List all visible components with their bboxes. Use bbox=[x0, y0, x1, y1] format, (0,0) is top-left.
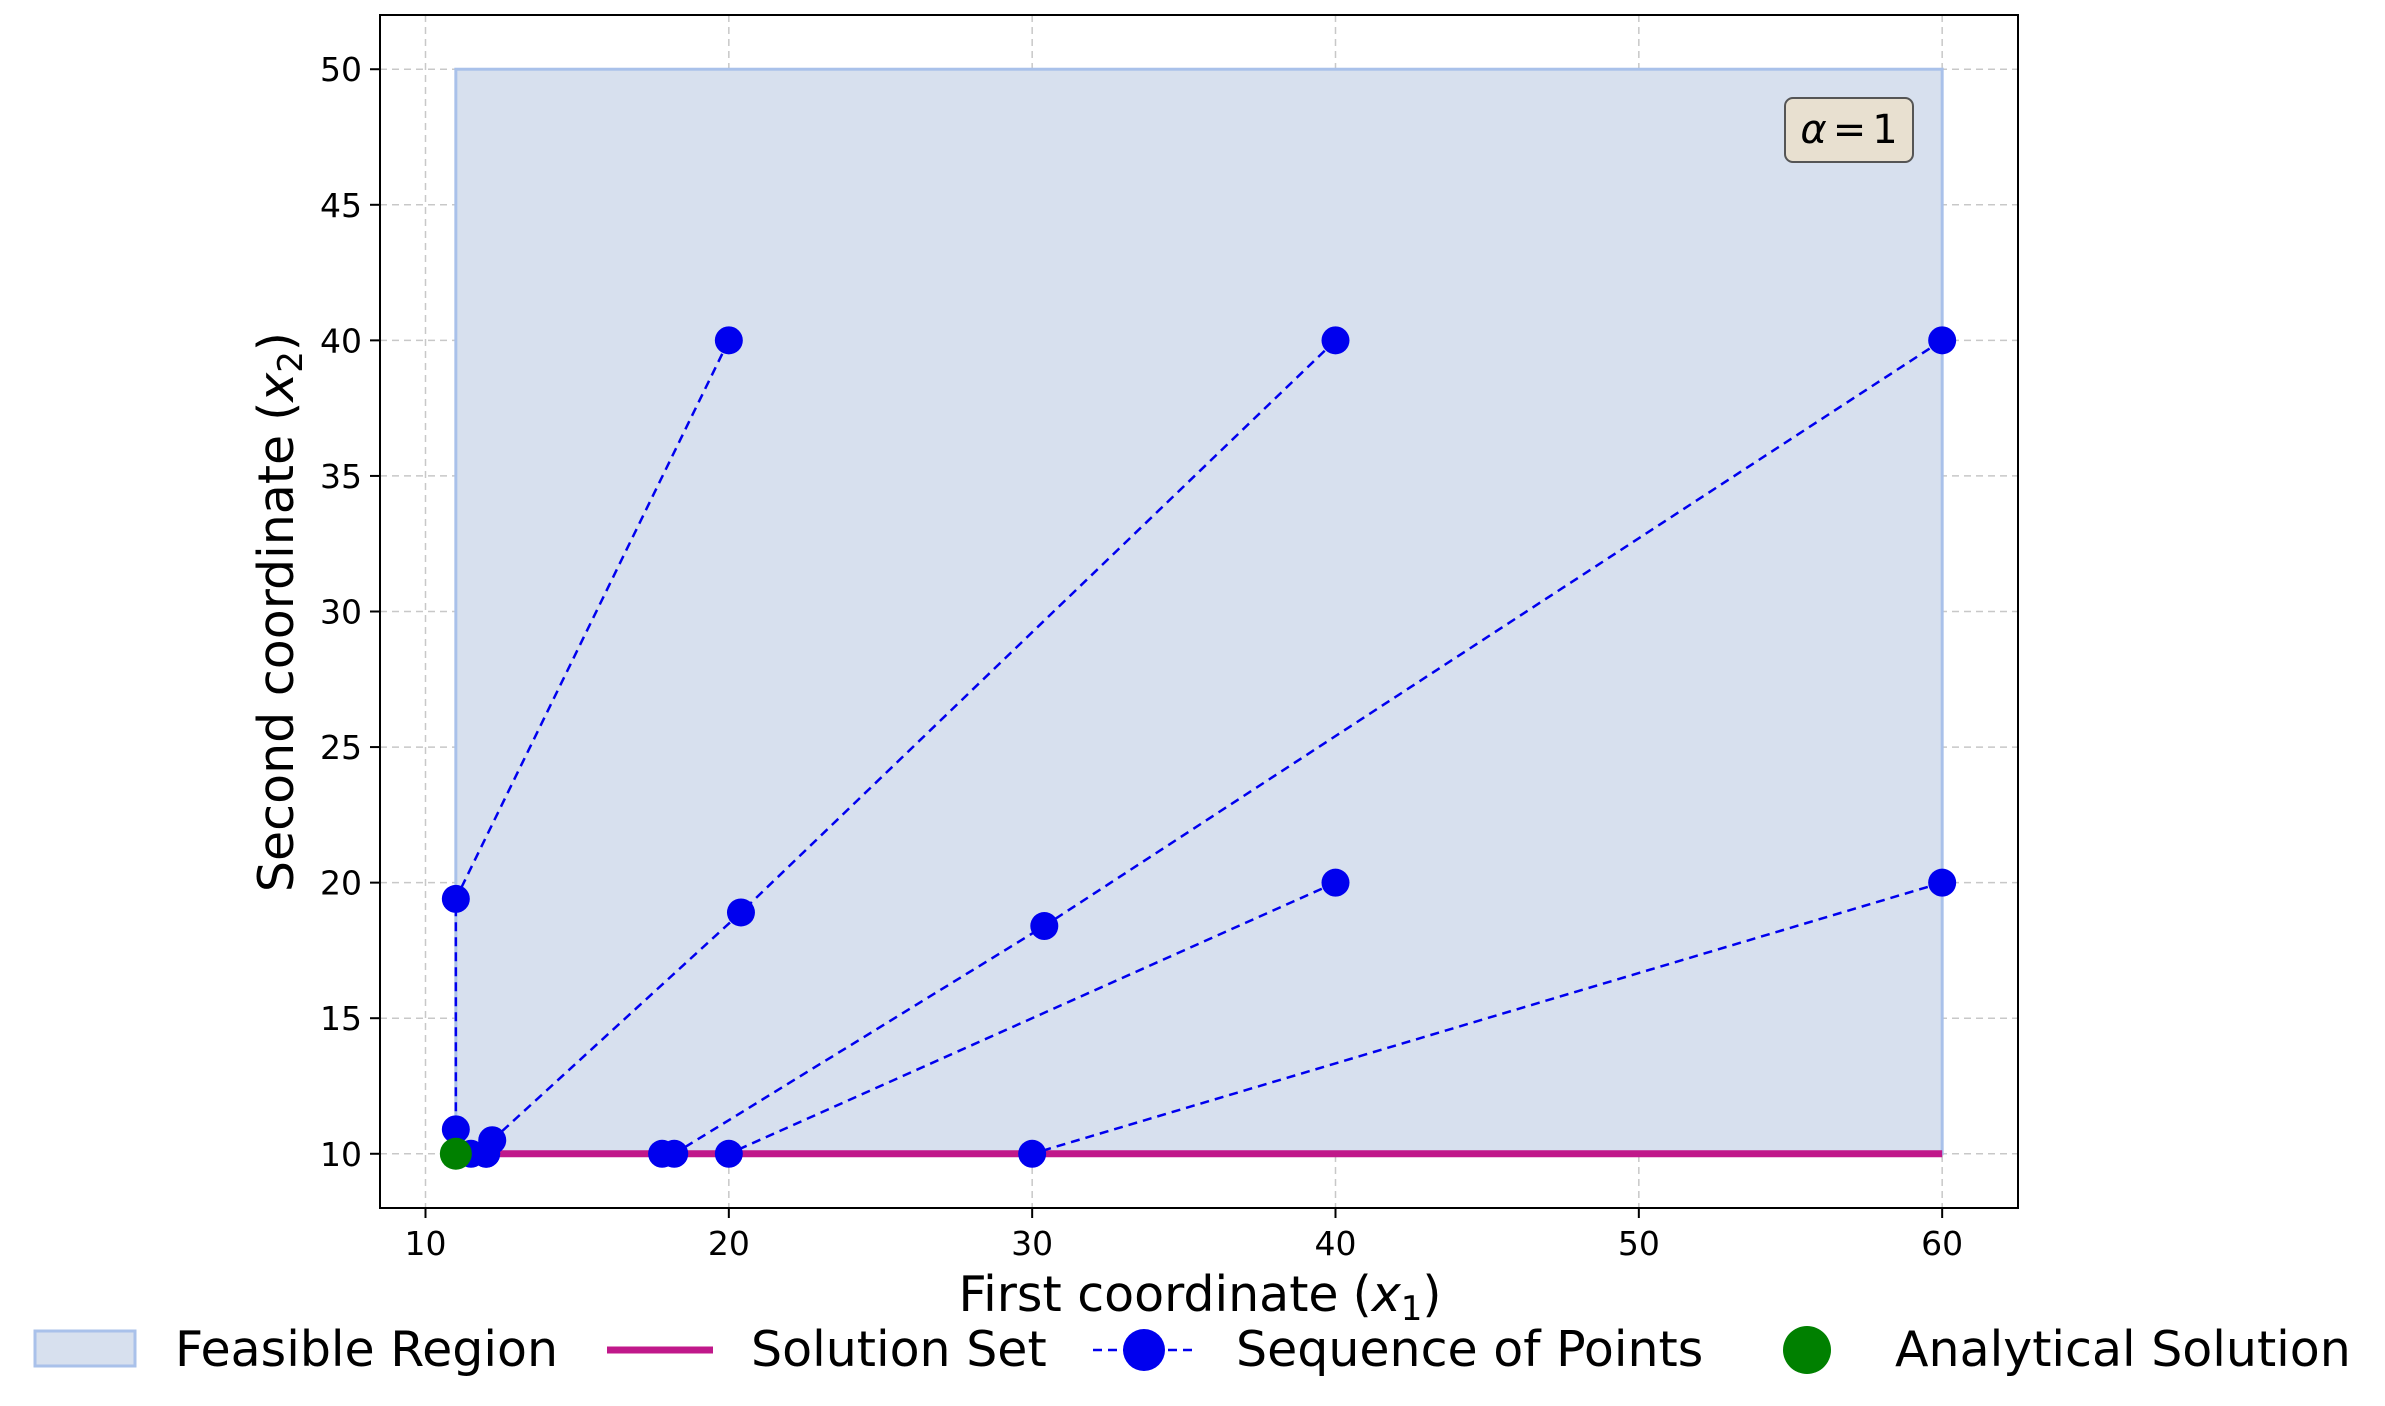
sequence-point bbox=[441, 884, 470, 913]
feasible-region bbox=[454, 67, 1944, 1156]
svg-text:Feasible Region: Feasible Region bbox=[175, 1321, 558, 1378]
legend-item-solution-set: Solution Set bbox=[607, 1321, 1047, 1378]
legend-item-sequence-of-points: Sequence of Points bbox=[1093, 1321, 1703, 1378]
y-tick-label: 35 bbox=[320, 457, 362, 496]
axis-ticks: 10 20 30 40 50 60 10 15 20 25 30 35 40 45 50 bbox=[320, 50, 1963, 1263]
sequence-point bbox=[714, 326, 743, 355]
alpha-value: 1 bbox=[1872, 107, 1897, 153]
x-tick-label: 10 bbox=[405, 1224, 447, 1263]
y-tick-label: 15 bbox=[320, 999, 362, 1038]
legend-item-feasible-region: Feasible Region bbox=[33, 1321, 558, 1378]
sequence-path-line bbox=[1031, 881, 1943, 1155]
sequence-point bbox=[648, 1139, 677, 1168]
y-tick-label: 10 bbox=[320, 1135, 362, 1174]
svg-text:α=1: α = 1 bbox=[1800, 107, 1897, 153]
sequence-point bbox=[1928, 868, 1957, 897]
y-tick-label: 20 bbox=[320, 864, 362, 903]
svg-text:Solution Set: Solution Set bbox=[751, 1321, 1047, 1378]
sequence-point bbox=[472, 1139, 501, 1168]
sequence-point bbox=[1928, 326, 1957, 355]
legend-item-analytical-solution: Analytical Solution bbox=[1783, 1321, 2351, 1378]
y-tick-label: 45 bbox=[320, 186, 362, 225]
x-tick-label: 30 bbox=[1011, 1224, 1053, 1263]
y-tick-label: 30 bbox=[320, 593, 362, 632]
sequence-point bbox=[714, 1139, 743, 1168]
analytical-solution-point bbox=[439, 1137, 472, 1170]
x-tick-label: 50 bbox=[1618, 1224, 1660, 1263]
alpha-relation: = bbox=[1833, 107, 1867, 153]
legend: Feasible Region Solution Set Sequence of… bbox=[33, 1321, 2351, 1378]
sequence-point bbox=[1018, 1139, 1047, 1168]
sequence-point bbox=[1321, 868, 1350, 897]
svg-text:Sequence of Points: Sequence of Points bbox=[1236, 1321, 1703, 1378]
x-axis-label: First coordinate (x1) bbox=[959, 1266, 1442, 1329]
svg-text:Analytical Solution: Analytical Solution bbox=[1895, 1321, 2351, 1378]
x-tick-label: 60 bbox=[1921, 1224, 1963, 1263]
sequence-path-line bbox=[728, 881, 1337, 1155]
sequence-point bbox=[1321, 326, 1350, 355]
y-tick-label: 25 bbox=[320, 728, 362, 767]
sequence-point bbox=[726, 898, 755, 927]
sequence-point bbox=[1030, 912, 1059, 941]
y-axis-label: Second coordinate(x2) bbox=[248, 332, 311, 892]
sequence-path-line bbox=[485, 339, 1337, 1155]
y-tick-label: 50 bbox=[320, 50, 362, 89]
annotation-box: α = 1 bbox=[1784, 97, 1914, 163]
alpha-symbol: α bbox=[1800, 107, 1826, 153]
x-tick-label: 20 bbox=[708, 1224, 750, 1263]
x-tick-label: 40 bbox=[1315, 1224, 1357, 1263]
y-tick-label: 40 bbox=[320, 321, 362, 360]
sequence-point bbox=[441, 1115, 470, 1144]
